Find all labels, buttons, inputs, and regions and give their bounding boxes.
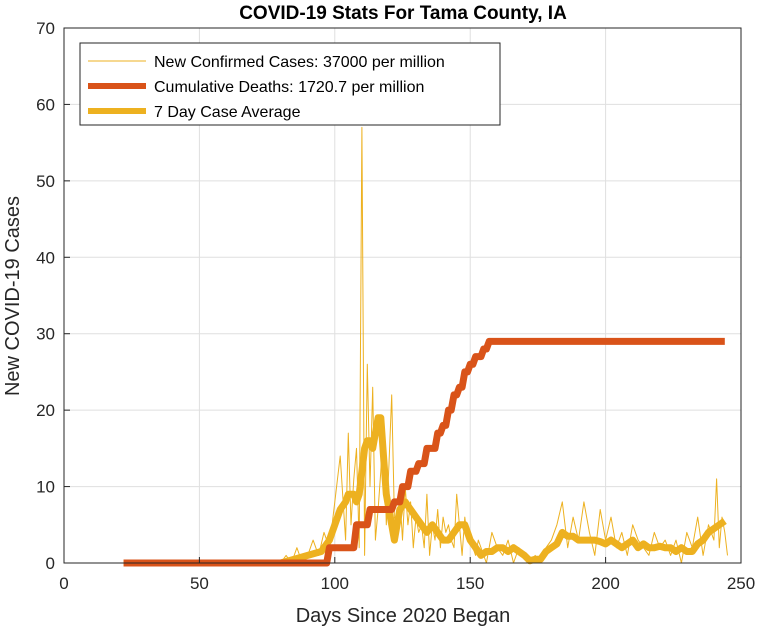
legend-label-seven-day-average: 7 Day Case Average [154,104,301,121]
x-tick-label: 250 [727,574,755,593]
series-line-cumulative-deaths [123,337,725,567]
y-tick-label: 0 [46,554,55,573]
axis-ticks: 0 50 100 150 200 250 0 10 20 30 40 50 60 70 [36,19,755,593]
y-axis-label: New COVID-19 Cases [2,196,24,396]
plot-frame [63,27,742,564]
legend-label-new-cases: New Confirmed Cases: 37000 per million [154,54,445,71]
x-tick-label: 150 [456,574,484,593]
series-line-seven-day-average [123,414,727,567]
series-layer [123,126,728,567]
legend-label-cumulative-deaths: Cumulative Deaths: 1720.7 per million [154,79,424,96]
chart-title: COVID-19 Stats For Tama County, IA [239,3,567,24]
y-tick-label: 10 [36,478,55,497]
legend: New Confirmed Cases: 37000 per million C… [79,42,501,126]
y-tick-label: 30 [36,325,55,344]
y-tick-label: 50 [36,172,55,191]
y-tick-label: 20 [36,401,55,420]
y-tick-label: 70 [36,19,55,38]
y-tick-label: 60 [36,95,55,114]
x-tick-label: 200 [591,574,619,593]
series-line-new-confirmed-cases [123,126,728,564]
legend-box [79,42,501,126]
y-tick-label: 40 [36,248,55,267]
x-tick-label: 0 [59,574,68,593]
x-tick-label: 50 [190,574,209,593]
x-axis-label: Days Since 2020 Began [296,605,511,627]
x-tick-label: 100 [321,574,349,593]
